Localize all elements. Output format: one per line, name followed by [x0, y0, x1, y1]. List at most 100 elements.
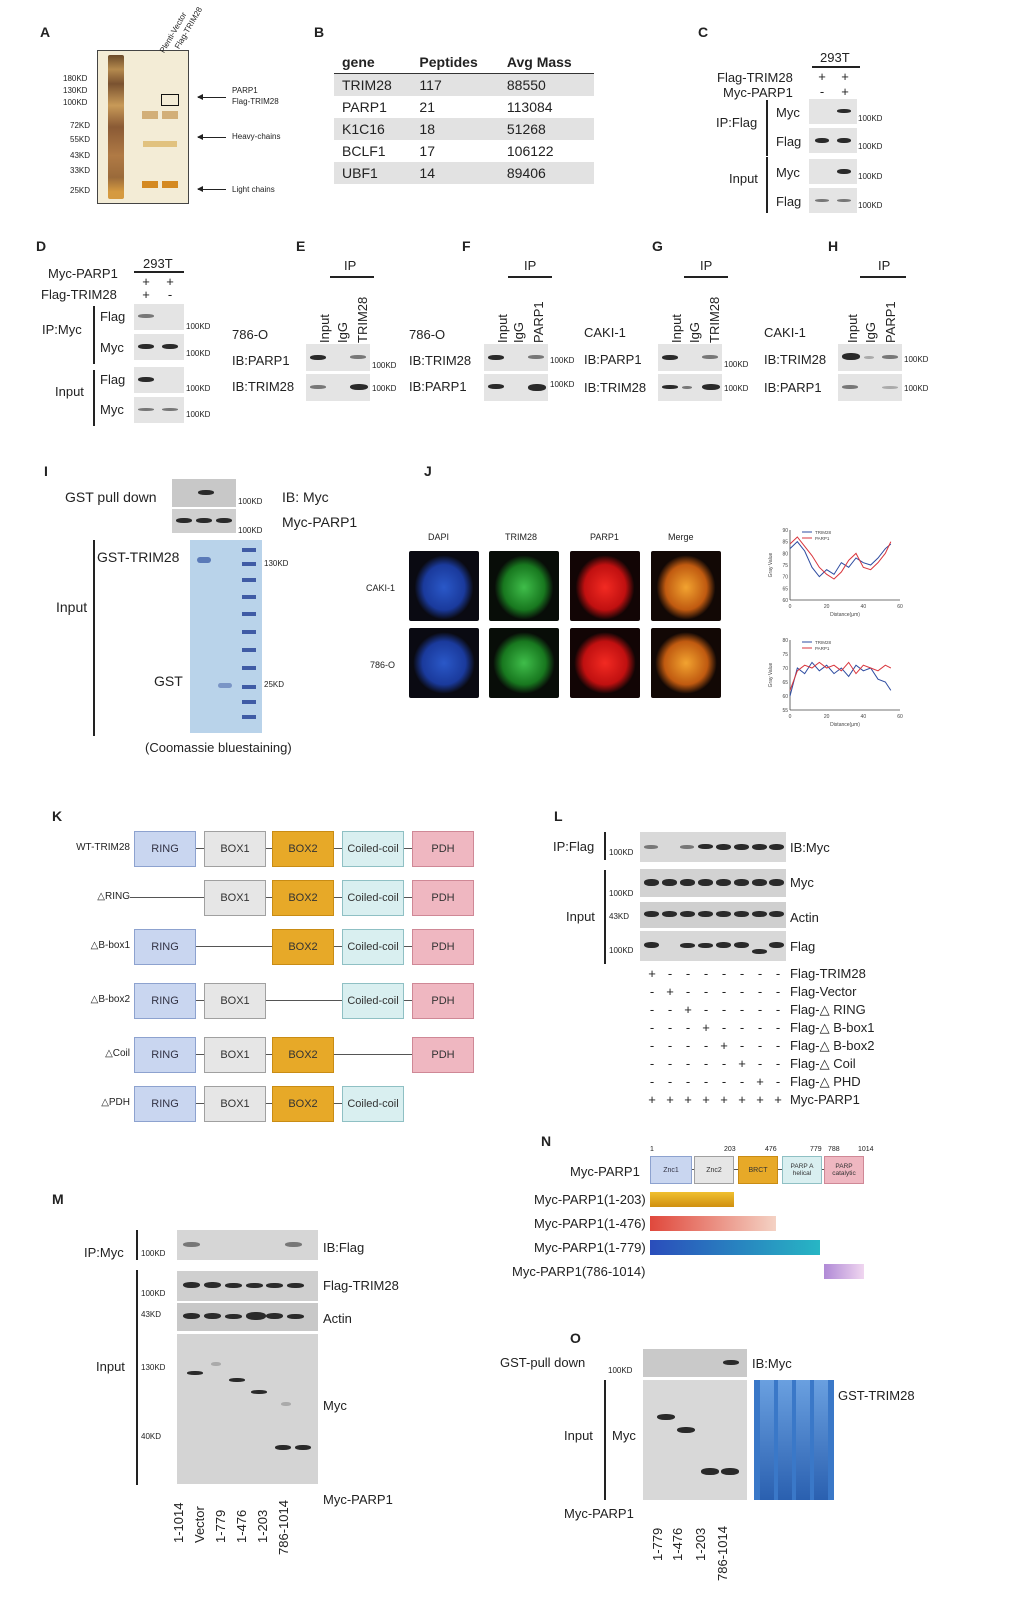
blot-strip [643, 1380, 747, 1500]
legend-label: Flag-TRIM28 [790, 966, 866, 981]
sign: - [667, 1056, 673, 1071]
blot-strip [177, 1303, 318, 1331]
kd-marker: 100KD [858, 172, 883, 181]
panel-label-a: A [40, 24, 51, 40]
sign: + [818, 69, 826, 84]
kd-marker: 43KD [609, 912, 630, 921]
lane-label: IgG [511, 322, 526, 343]
column-label: DAPI [428, 532, 450, 542]
position-label: 788 [828, 1146, 840, 1153]
column-label: PARP1 [590, 532, 619, 542]
sign: + [738, 1092, 746, 1107]
panel-label-g: G [652, 238, 663, 254]
blot-label: Myc [776, 105, 800, 120]
sign: - [667, 966, 673, 981]
myc-label: Myc-PARP1 [282, 514, 358, 530]
kd-marker: 100KD [186, 410, 211, 419]
panel-label-i: I [44, 463, 48, 479]
sign: + [142, 274, 150, 289]
blot-label: IB:TRIM28 [764, 352, 827, 367]
sign: - [819, 84, 825, 99]
lane-label: TRIM28 [355, 296, 370, 343]
table-cell: 106122 [506, 143, 554, 159]
blot-strip [177, 1271, 318, 1301]
y-tick-label: 65 [782, 586, 788, 592]
domain-box: Coiled-coil [342, 880, 404, 916]
domain-box: BOX1 [204, 831, 266, 867]
kd-marker: 100KD [858, 114, 883, 123]
blot-label: Myc [612, 1428, 636, 1443]
legend-entry: PARP1 [815, 536, 830, 541]
legend-label: Flag-△ PHD [790, 1074, 861, 1089]
y-tick-label: 60 [782, 598, 788, 604]
sign: - [739, 966, 745, 981]
sign: - [757, 1056, 763, 1071]
bracket [604, 832, 606, 860]
sign: - [685, 1056, 691, 1071]
lane-title: Myc-PARP1 [323, 1492, 393, 1507]
sign: - [757, 1038, 763, 1053]
cell-line: CAKI-1 [584, 325, 626, 340]
marker-label: 25KD [70, 186, 91, 195]
blot-label: Flag [100, 372, 126, 387]
panel-label-b: B [314, 24, 325, 40]
cell-line: 786-O [409, 327, 446, 342]
lane-label: 786-1014 [276, 1500, 291, 1555]
y-tick-label: 75 [782, 563, 788, 569]
blot-label: IB:TRIM28 [584, 380, 647, 395]
sign: + [666, 1092, 674, 1107]
sign: - [739, 1038, 745, 1053]
pull-down-label: GST-pull down [500, 1355, 586, 1370]
line-plot-caki: 0 20 40 60 60 65 70 75 80 85 90 Distance(μm) Gray Va… [768, 528, 903, 618]
sign: - [649, 984, 655, 999]
sign: + [666, 984, 674, 999]
lane-label: 1-476 [670, 1527, 685, 1561]
sign: - [721, 1074, 727, 1089]
table-cell: 51268 [498, 118, 594, 140]
sign: + [756, 1092, 764, 1107]
blot-label: Flag [776, 134, 802, 149]
input-label: Input [566, 909, 595, 924]
y-tick-label: 70 [782, 666, 788, 672]
domain-box: Znc1 [650, 1156, 692, 1184]
ip-label: IP:Flag [553, 839, 595, 854]
row-label: Flag-TRIM28 [717, 70, 793, 85]
sign: + [166, 274, 174, 289]
blot-strip [134, 367, 184, 393]
cell-line: 786-O [232, 327, 269, 342]
blot-strip [809, 188, 857, 213]
domain-box: PDH [412, 929, 474, 965]
blot-strip [658, 344, 722, 371]
lane-title: Myc-PARP1 [564, 1506, 634, 1521]
sign: - [739, 984, 745, 999]
blot-strip [134, 304, 184, 330]
sign: - [667, 1020, 673, 1035]
annotation: Heavy-chains [232, 132, 281, 141]
legend-label: Flag-△ Coil [790, 1056, 856, 1071]
sign: - [703, 1074, 709, 1089]
blot-strip [306, 344, 370, 371]
ib-label: IB: Myc [282, 489, 329, 505]
column-header: gene [334, 50, 412, 74]
lane-label: 1-779 [213, 1509, 228, 1543]
domain-box: BOX2 [272, 831, 334, 867]
kd-marker: 100KD [238, 497, 263, 506]
input-label: Input [729, 171, 758, 186]
coomassie-gel [190, 540, 262, 733]
lane-label: TRIM28 [707, 296, 722, 343]
lane-label: Vector [192, 1506, 207, 1543]
sign: - [757, 1002, 763, 1017]
trim28-image [489, 551, 559, 621]
panel-label-h: H [828, 238, 839, 254]
sign: - [739, 1074, 745, 1089]
sign: - [739, 1020, 745, 1035]
sign: + [142, 287, 150, 302]
blot-strip [640, 902, 786, 928]
blot-label: IB:Myc [752, 1356, 792, 1371]
table-cell: TRIM28 [334, 73, 412, 96]
sign: - [667, 1038, 673, 1053]
sign: - [721, 1020, 727, 1035]
sign: - [703, 984, 709, 999]
legend-label: Myc-PARP1 [790, 1092, 860, 1107]
blot-label: IB:Myc [790, 840, 830, 855]
